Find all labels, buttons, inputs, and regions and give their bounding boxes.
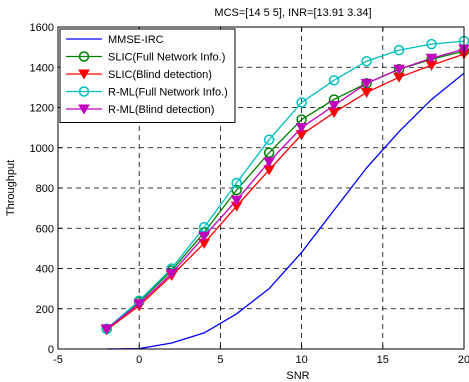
y-tick-label: 400: [36, 264, 54, 276]
x-tick-label: -5: [53, 354, 63, 366]
y-tick-label: 1200: [30, 103, 54, 115]
y-axis-label: Throughput: [5, 160, 17, 216]
y-tick-label: 600: [36, 223, 54, 235]
legend-label: SLIC(Full Network Info.): [108, 52, 225, 64]
x-tick-label: 0: [136, 354, 142, 366]
y-tick-label: 200: [36, 304, 54, 316]
x-tick-label: 10: [295, 354, 307, 366]
legend-label: MMSE-IRC: [108, 34, 164, 46]
chart-title: MCS=[14 5 5], INR=[13.91 3.34]: [214, 7, 371, 19]
x-tick-label: 5: [217, 354, 223, 366]
y-tick-label: 1400: [30, 62, 54, 74]
y-tick-label: 1000: [30, 143, 54, 155]
legend-label: R-ML(Blind detection): [108, 104, 214, 116]
legend-label: R-ML(Full Network Info.): [108, 87, 228, 99]
legend-label: SLIC(Blind detection): [108, 69, 212, 81]
legend: MMSE-IRC SLIC(Full Network Info.) SLIC(Bli…: [60, 29, 235, 123]
x-axis-label: SNR: [286, 370, 309, 382]
y-tick-label: 1600: [30, 22, 54, 34]
x-tick-label: 20: [458, 354, 469, 366]
y-tick-label: 800: [36, 183, 54, 195]
y-tick-label: 0: [48, 344, 54, 356]
x-tick-label: 15: [377, 354, 389, 366]
